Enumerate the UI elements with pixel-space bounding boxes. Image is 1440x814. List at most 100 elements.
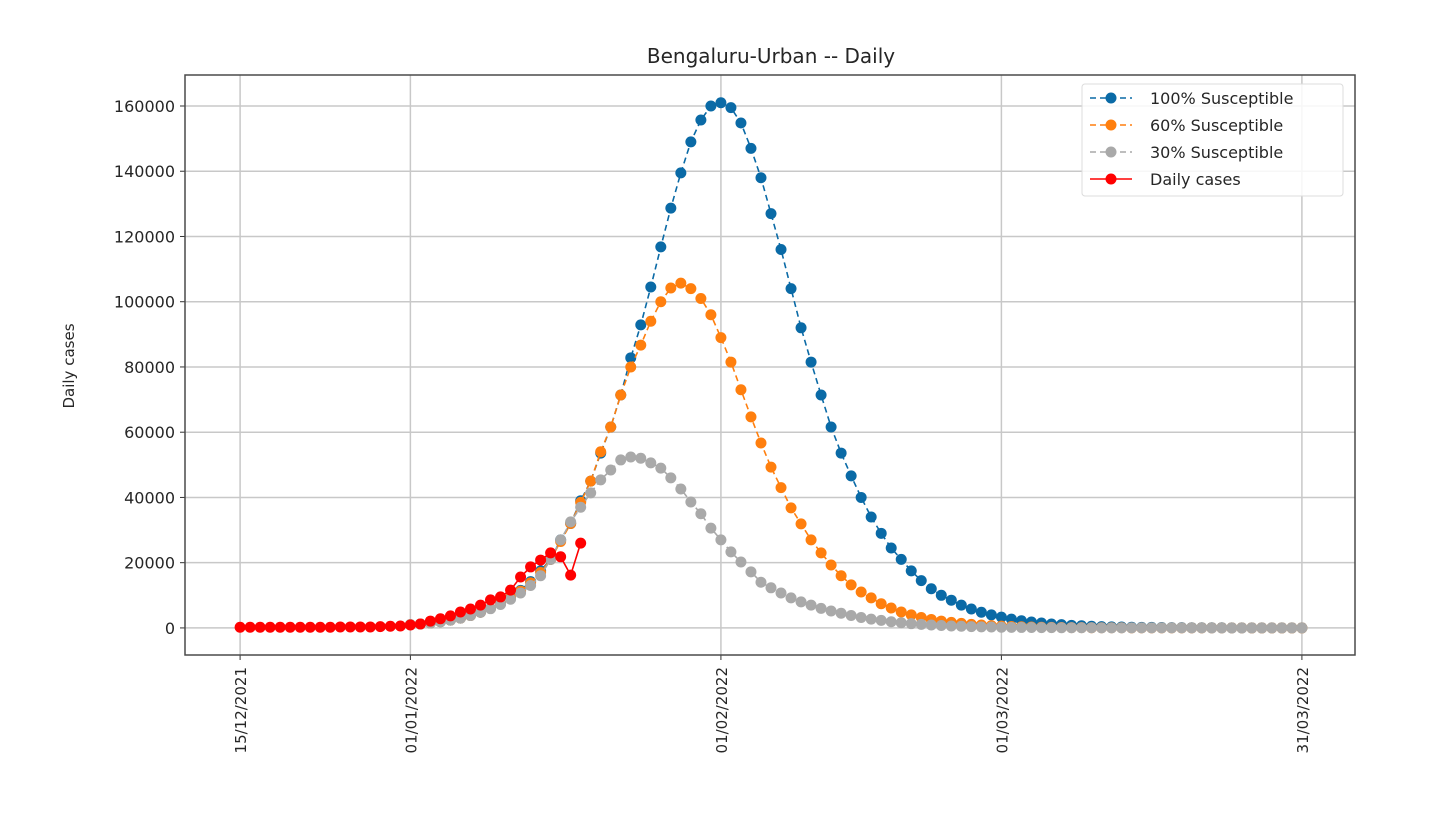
data-point: [705, 100, 717, 112]
data-point: [575, 501, 587, 513]
data-point: [645, 281, 657, 293]
data-point: [875, 598, 887, 610]
data-point: [875, 527, 887, 539]
data-point: [424, 615, 436, 627]
data-point: [1035, 622, 1047, 634]
series-line: [410, 456, 1302, 629]
data-point: [555, 551, 567, 563]
data-point: [464, 603, 476, 615]
data-point: [735, 556, 747, 568]
data-point: [1186, 622, 1198, 634]
y-tick-label: 80000: [124, 358, 175, 377]
data-point: [475, 599, 487, 611]
data-point: [815, 389, 827, 401]
data-point: [905, 618, 917, 630]
data-point: [334, 621, 346, 633]
data-point: [1055, 622, 1067, 634]
data-point: [1066, 622, 1078, 634]
data-point: [364, 621, 376, 633]
data-point: [885, 616, 897, 628]
data-point: [955, 620, 967, 632]
data-point: [234, 621, 246, 633]
data-point: [635, 339, 647, 351]
x-tick-label: 01/03/2022: [993, 667, 1011, 753]
data-point: [254, 621, 266, 633]
data-point: [1296, 622, 1308, 634]
chart-title: Bengaluru-Urban -- Daily: [647, 44, 895, 68]
data-point: [755, 172, 767, 184]
data-point: [585, 487, 597, 499]
data-point: [1166, 622, 1178, 634]
data-point: [1236, 622, 1248, 634]
data-point: [575, 537, 587, 549]
data-point: [875, 614, 887, 626]
data-point: [1045, 622, 1057, 634]
data-point: [615, 389, 627, 401]
data-point: [935, 589, 947, 601]
y-tick-label: 60000: [124, 423, 175, 442]
data-point: [284, 621, 296, 633]
plot-area: [234, 97, 1308, 634]
legend-label: 30% Susceptible: [1150, 143, 1283, 162]
data-point: [865, 592, 877, 604]
data-point: [975, 606, 987, 618]
data-point: [955, 599, 967, 611]
data-point: [555, 534, 567, 546]
data-point: [675, 277, 687, 289]
data-point: [785, 283, 797, 295]
data-point: [444, 610, 456, 622]
data-point: [705, 522, 717, 534]
data-point: [825, 559, 837, 571]
data-point: [1256, 622, 1268, 634]
grid: [185, 75, 1355, 655]
data-point: [775, 587, 787, 599]
legend-label: Daily cases: [1150, 170, 1241, 189]
data-point: [525, 580, 537, 592]
legend-marker: [1105, 92, 1117, 104]
data-point: [655, 296, 667, 308]
data-point: [865, 511, 877, 523]
data-point: [805, 599, 817, 611]
data-point: [815, 547, 827, 559]
data-point: [805, 534, 817, 546]
data-point: [785, 592, 797, 604]
data-point: [835, 447, 847, 459]
y-tick-label: 160000: [114, 97, 175, 116]
x-tick-label: 31/03/2022: [1294, 667, 1312, 753]
data-point: [665, 472, 677, 484]
data-point: [895, 553, 907, 565]
data-point: [625, 352, 637, 364]
data-point: [765, 208, 777, 220]
data-point: [595, 474, 607, 486]
data-point: [775, 482, 787, 494]
data-point: [765, 461, 777, 473]
data-point: [765, 582, 777, 594]
data-point: [1196, 622, 1208, 634]
data-point: [404, 619, 416, 631]
x-tick-label: 01/01/2022: [402, 667, 420, 753]
axis-ticks: 0 20000 40000 60000 80000 100000 120000 140000 1…: [114, 97, 1312, 753]
data-point: [735, 384, 747, 396]
data-point: [845, 610, 857, 622]
data-point: [845, 470, 857, 482]
data-point: [505, 584, 517, 596]
data-point: [625, 451, 637, 463]
legend-marker: [1105, 173, 1117, 185]
legend-item: 100% Susceptible: [1090, 89, 1293, 108]
data-point: [825, 421, 837, 433]
data-point: [394, 620, 406, 632]
data-point: [905, 609, 917, 621]
data-point: [855, 491, 867, 503]
data-point: [965, 621, 977, 633]
data-point: [1206, 622, 1218, 634]
data-point: [715, 534, 727, 546]
data-point: [725, 102, 737, 114]
data-point: [845, 579, 857, 591]
data-point: [1116, 622, 1128, 634]
data-point: [1216, 622, 1228, 634]
data-point: [1176, 622, 1188, 634]
data-point: [945, 620, 957, 632]
data-point: [565, 569, 577, 581]
plot-frame: [184, 74, 1356, 656]
data-point: [815, 602, 827, 614]
